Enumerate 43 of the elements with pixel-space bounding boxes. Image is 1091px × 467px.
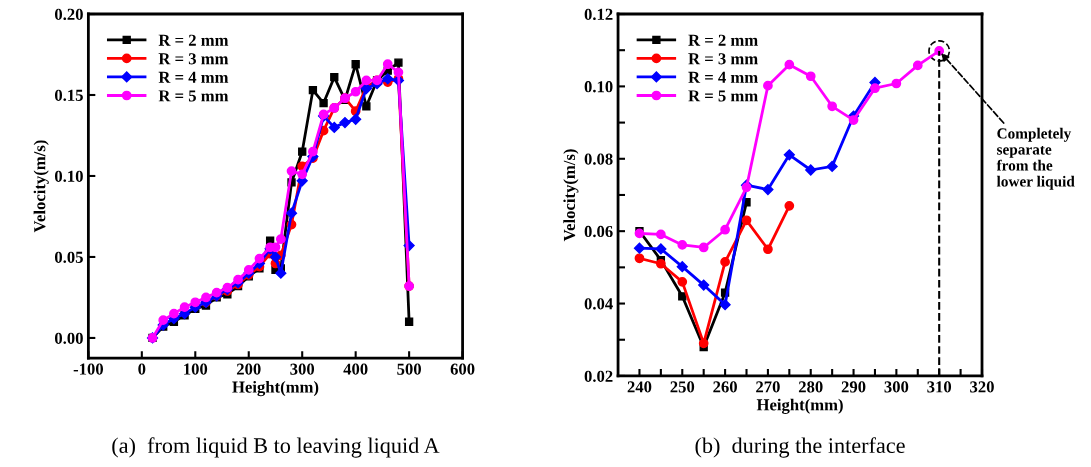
- y-tick-label: 0.06: [584, 225, 613, 238]
- x-tick-label: -100: [73, 363, 104, 375]
- y-tick-label: 0.15: [54, 89, 83, 102]
- y-axis-title: Velocity(m/s): [563, 149, 579, 242]
- legend-label: R = 5 mm: [158, 90, 229, 102]
- x-tick-label: 240: [627, 381, 652, 393]
- x-tick-label: 260: [713, 381, 737, 393]
- legend-label: R = 5 mm: [688, 90, 758, 102]
- y-tick-label: 0.04: [584, 298, 613, 310]
- text: (b) during the interface: [695, 437, 905, 458]
- x-axis-title: Height(mm): [756, 398, 843, 414]
- legend-label: R = 4 mm: [688, 71, 758, 83]
- x-tick-label: 270: [756, 381, 780, 393]
- x-tick-label: 0: [138, 363, 146, 375]
- x-tick-label: 280: [798, 381, 823, 393]
- x-tick-label: 310: [927, 381, 952, 393]
- x-tick-label: 200: [236, 363, 261, 375]
- y-tick-label: 0.20: [54, 8, 83, 21]
- y-tick-label: 0.10: [54, 170, 83, 182]
- x-tick-label: 290: [841, 381, 866, 393]
- legend-label: R = 4 mm: [158, 71, 229, 83]
- legend-label: R = 2 mm: [158, 34, 229, 46]
- x-tick-label: 500: [397, 363, 421, 375]
- legend-label: R = 3 mm: [688, 53, 758, 65]
- x-tick-label: 100: [184, 363, 208, 375]
- legend-label: R = 2 mm: [688, 34, 758, 46]
- y-tick-label: 0.12: [584, 8, 613, 21]
- x-tick-label: 250: [670, 381, 695, 393]
- y-tick-label: 0.08: [584, 153, 613, 165]
- x-tick-label: 300: [884, 381, 909, 393]
- y-axis-title: Velocity(m/s): [33, 140, 49, 233]
- x-tick-label: 320: [970, 381, 994, 393]
- text: (a) from liquid B to leaving liquid A: [112, 437, 440, 458]
- annotation: Completely separate from the lower liquid: [996, 127, 1075, 190]
- y-tick-label: 0.10: [584, 81, 613, 93]
- y-tick-label: 0.05: [54, 251, 83, 263]
- x-tick-label: 400: [343, 363, 368, 375]
- x-tick-label: 300: [290, 363, 315, 375]
- y-tick-label: 0.02: [584, 370, 613, 382]
- x-tick-label: 600: [450, 363, 475, 375]
- x-axis-title: Height(mm): [232, 380, 319, 397]
- y-tick-label: 0.00: [54, 332, 83, 344]
- legend-label: R = 3 mm: [158, 53, 229, 65]
